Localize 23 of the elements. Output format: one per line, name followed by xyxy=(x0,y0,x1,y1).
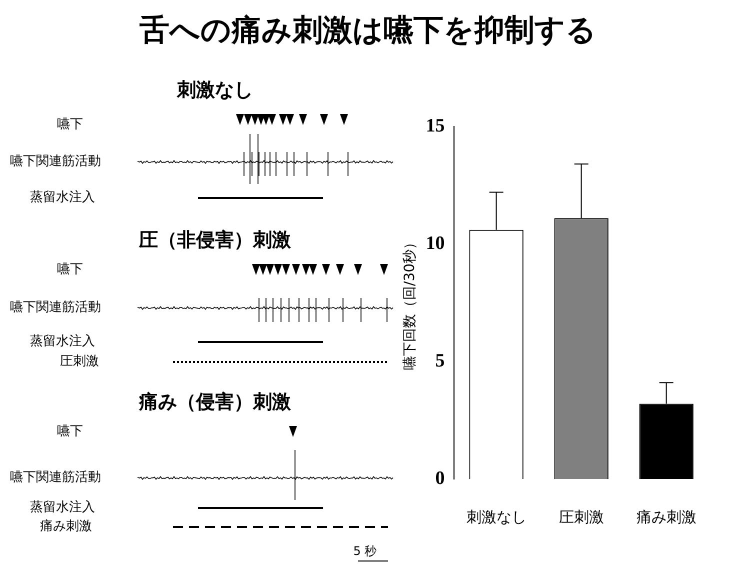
text: 痛み（侵害）刺激 xyxy=(138,390,292,414)
x-tick-label: 刺激なし xyxy=(466,508,526,526)
text: 刺激なし xyxy=(176,78,254,102)
text: 蒸留水注入 xyxy=(30,500,95,516)
text: 嚥下関連筋活動 xyxy=(10,300,101,316)
x-tick-label: 圧刺激 xyxy=(558,508,604,526)
text: 圧（非侵害）刺激 xyxy=(138,228,292,252)
text: 嚥下関連筋活動 xyxy=(10,470,101,486)
y-tick-label: 15 xyxy=(426,115,445,136)
text: 嚥下 xyxy=(56,116,84,134)
x-tick-label: 痛み刺激 xyxy=(636,508,696,526)
text: 5 秒 xyxy=(352,544,378,560)
text: 嚥下 xyxy=(56,262,84,278)
text: 蒸留水注入 xyxy=(30,334,95,350)
y-tick-label: 0 xyxy=(435,468,445,489)
y-axis-title: 嚥下回数（回/30秒） xyxy=(402,235,418,370)
text: 嚥下 xyxy=(56,424,84,440)
text: 圧刺激 xyxy=(60,354,99,370)
y-tick-label: 10 xyxy=(426,232,445,254)
y-tick-label: 5 xyxy=(435,350,445,372)
text: 嚥下関連筋活動 xyxy=(10,154,101,170)
chart-title: 舌への痛み刺激は嚥下を抑制する xyxy=(138,12,598,50)
text: 蒸留水注入 xyxy=(30,190,95,206)
